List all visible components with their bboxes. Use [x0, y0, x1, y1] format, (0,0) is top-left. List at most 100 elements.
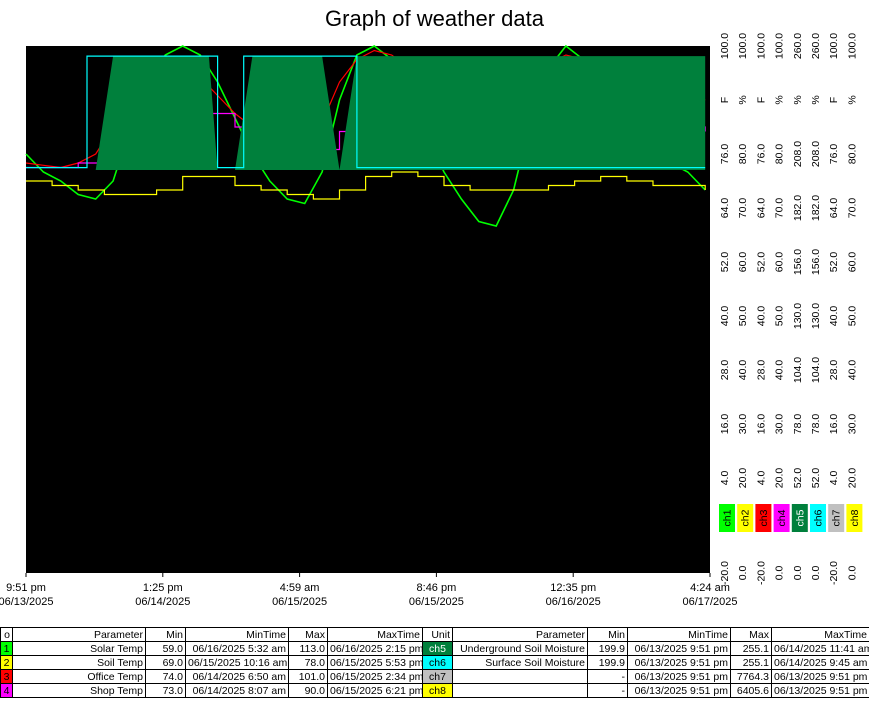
y-tick-label: 0.0	[737, 566, 749, 581]
channel-swatch: 1	[0, 641, 13, 656]
y-tick-label: 40.0	[828, 306, 840, 327]
y-tick-label: 80.0	[774, 144, 786, 165]
y-tick-label: 70.0	[737, 198, 749, 219]
y-tick-label: -20.0	[828, 561, 840, 585]
channel-swatch: 3	[0, 669, 13, 684]
y-tick-label: 100.0	[737, 33, 749, 59]
y-tick-label: %	[810, 95, 822, 104]
table-cell: -	[587, 669, 628, 684]
chart-title: Graph of weather data	[325, 6, 544, 31]
table-row: 2 Soil Temp 69.0 06/15/2025 10:16 am 78.0 06/…	[0, 655, 869, 670]
y-tick-label: %	[774, 95, 786, 104]
column-header: MinTime	[627, 627, 731, 642]
y-tick-label: 104.0	[810, 357, 822, 383]
y-tick-label: 156.0	[810, 249, 822, 275]
y-tick-label: 30.0	[737, 414, 749, 435]
table-cell	[452, 683, 588, 698]
table-cell: 199.9	[587, 655, 628, 670]
y-tick-label: 100.0	[846, 33, 858, 59]
series-area-ch5	[26, 56, 706, 170]
y-tick-label: F	[828, 97, 840, 103]
y-tick-label: 182.0	[792, 195, 804, 221]
table-cell: 06/13/2025 9:51 pm	[627, 683, 731, 698]
table-cell: 06/13/2025 9:51 pm	[627, 655, 731, 670]
x-tick-time: 4:59 am	[280, 582, 320, 594]
column-header: Min	[145, 627, 186, 642]
column-header: Unit	[422, 627, 453, 642]
y-tick-label: 64.0	[719, 198, 731, 219]
column-header: MaxTime	[771, 627, 869, 642]
y-tick-label: 78.0	[810, 414, 822, 435]
legend-label-ch3: ch3	[758, 509, 770, 526]
y-tick-label: 100.0	[755, 33, 767, 59]
y-tick-label: %	[846, 95, 858, 104]
table-cell: 06/16/2025 5:32 am	[185, 641, 289, 656]
y-tick-label: 52.0	[828, 252, 840, 273]
y-tick-label: 76.0	[755, 144, 767, 165]
table-cell: 06/13/2025 9:51 pm	[771, 669, 869, 684]
y-tick-label: 40.0	[719, 306, 731, 327]
y-tick-label: 4.0	[828, 471, 840, 486]
weather-chart: 9:51 pm 06/13/2025 1:25 pm 06/14/2025 4:59 a…	[0, 33, 863, 608]
y-tick-label: 156.0	[792, 249, 804, 275]
y-tick-label: 60.0	[846, 252, 858, 273]
y-tick-label: 208.0	[792, 141, 804, 167]
table-cell: 06/15/2025 5:53 pm	[327, 655, 423, 670]
legend-label-ch1: ch1	[722, 509, 734, 526]
y-tick-label: 4.0	[719, 471, 731, 486]
channel-swatch: 4	[0, 683, 13, 698]
table-cell: 06/15/2025 6:21 pm	[327, 683, 423, 698]
table-cell: 06/13/2025 9:51 pm	[771, 683, 869, 698]
y-tick-label: 20.0	[846, 468, 858, 489]
y-tick-label: 16.0	[755, 414, 767, 435]
table-cell: 06/14/2025 6:50 am	[185, 669, 289, 684]
table-cell: 06/14/2025 8:07 am	[185, 683, 289, 698]
table-cell: 06/15/2025 10:16 am	[185, 655, 289, 670]
table-cell: Solar Temp	[12, 641, 146, 656]
y-tick-label: 28.0	[755, 360, 767, 381]
y-tick-label: 52.0	[792, 468, 804, 489]
legend-label-ch6: ch6	[813, 509, 825, 526]
y-tick-label: 0.0	[774, 566, 786, 581]
table-cell: 255.1	[730, 641, 772, 656]
y-tick-label: 64.0	[828, 198, 840, 219]
y-tick-label: 60.0	[774, 252, 786, 273]
table-header-row: o Parameter Min MinTime Max MaxTime Unit Parame…	[0, 627, 869, 642]
channel-swatch: ch6	[422, 655, 453, 670]
y-tick-label: 78.0	[792, 414, 804, 435]
y-tick-label: 100.0	[719, 33, 731, 59]
table-cell: 113.0	[288, 641, 328, 656]
table-cell: 74.0	[145, 669, 186, 684]
column-header: o	[0, 627, 13, 642]
y-tick-label: 52.0	[810, 468, 822, 489]
x-tick-time: 1:25 pm	[143, 582, 183, 594]
legend-swatch-ch5	[791, 504, 808, 532]
column-header: Min	[587, 627, 628, 642]
table-cell: 255.1	[730, 655, 772, 670]
y-tick-label: 28.0	[719, 360, 731, 381]
y-tick-label: 52.0	[719, 252, 731, 273]
table-cell: 59.0	[145, 641, 186, 656]
y-tick-label: -20.0	[719, 561, 731, 585]
y-tick-label: 0.0	[810, 566, 822, 581]
channel-swatch: 2	[0, 655, 13, 670]
column-header: MaxTime	[327, 627, 423, 642]
table-cell: 199.9	[587, 641, 628, 656]
y-tick-label: 260.0	[792, 33, 804, 59]
legend-swatch-ch3	[755, 504, 772, 532]
x-tick-date: 06/17/2025	[682, 596, 737, 608]
column-header: Parameter	[452, 627, 588, 642]
series-line-ch6	[26, 55, 706, 169]
y-tick-label: 16.0	[828, 414, 840, 435]
y-tick-label: 76.0	[719, 144, 731, 165]
table-cell: Soil Temp	[12, 655, 146, 670]
y-tick-label: 208.0	[810, 141, 822, 167]
legend-swatch-ch6	[810, 504, 826, 532]
table-cell: 73.0	[145, 683, 186, 698]
table-cell: Surface Soil Moisture	[452, 655, 588, 670]
legend-swatch-ch4	[773, 504, 790, 532]
legend-label-ch4: ch4	[776, 509, 788, 526]
table-cell: 69.0	[145, 655, 186, 670]
y-tick-label: 50.0	[737, 306, 749, 327]
y-tick-label: 16.0	[719, 414, 731, 435]
